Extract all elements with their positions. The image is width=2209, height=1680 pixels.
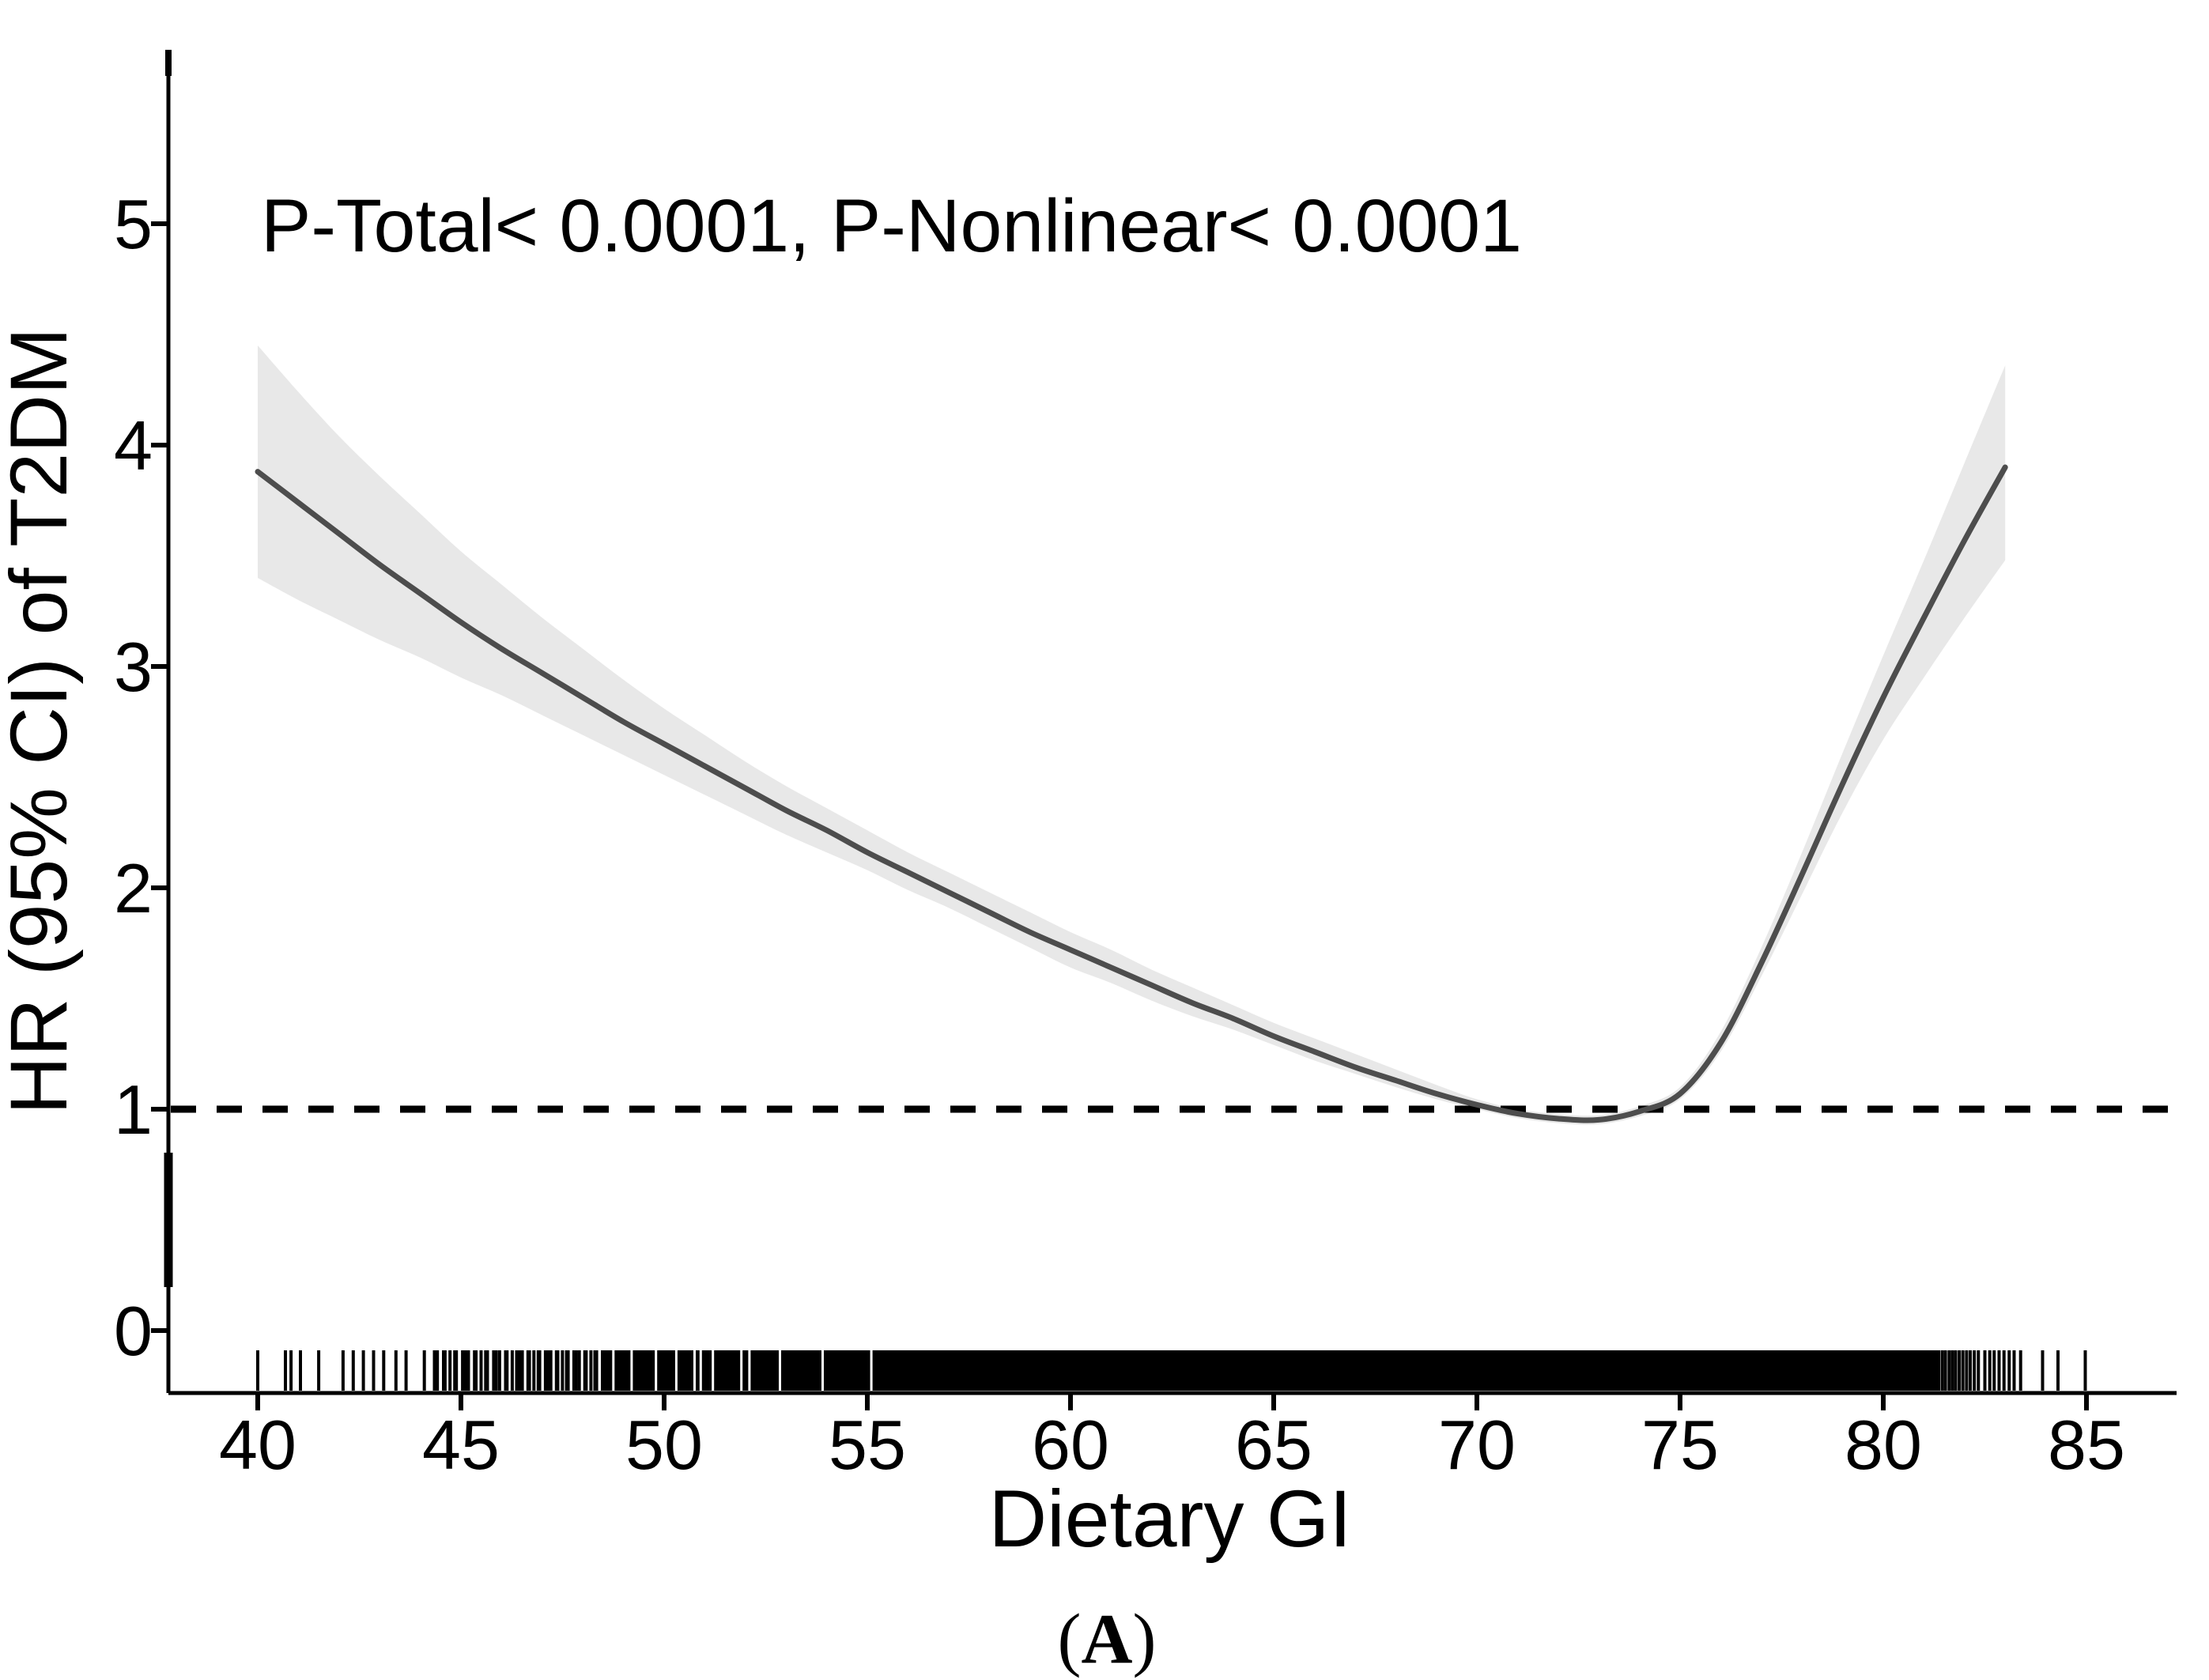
x-tick-label: 50	[625, 1406, 703, 1484]
x-tick-label: 60	[1032, 1406, 1109, 1484]
y-ticks-group: 0 1 2 3 4 5	[114, 185, 168, 1370]
caption-open-paren: (	[1058, 1600, 1082, 1678]
x-tick-label: 75	[1641, 1406, 1719, 1484]
caption-letter: A	[1082, 1600, 1133, 1678]
x-ticks-group: 40 45 50 55 60 65 70 75 80 85	[219, 1393, 2125, 1484]
x-tick-label: 65	[1235, 1406, 1312, 1484]
x-tick-label: 85	[2048, 1406, 2125, 1484]
x-tick-label: 80	[1845, 1406, 1922, 1484]
y-tick-label: 1	[114, 1070, 153, 1149]
y-tick-label: 5	[114, 185, 153, 263]
confidence-band-layer	[258, 345, 2006, 1125]
y-tick-label: 3	[114, 628, 153, 706]
x-tick-label: 40	[219, 1406, 296, 1484]
y-tick-label: 0	[114, 1292, 153, 1370]
confidence-band	[258, 345, 2006, 1125]
rug-solid-band	[602, 1350, 1940, 1391]
y-tick-label: 4	[114, 406, 153, 485]
x-tick-label: 45	[422, 1406, 500, 1484]
x-axis-title: Dietary GI	[988, 1474, 1351, 1564]
caption-close-paren: )	[1133, 1600, 1157, 1678]
hr-curve-layer	[255, 464, 2008, 1123]
rug-layer	[256, 1350, 2087, 1391]
y-axis-title: HR (95% CI) of T2DM	[0, 327, 84, 1115]
x-tick-label: 55	[829, 1406, 906, 1484]
panel-caption: (A)	[1058, 1600, 1157, 1678]
p-value-annotation: P-Total< 0.0001, P-Nonlinear< 0.0001	[261, 184, 1522, 268]
x-tick-label: 70	[1438, 1406, 1516, 1484]
hr-spline-curve	[255, 464, 2008, 1123]
y-tick-label: 2	[114, 849, 153, 927]
